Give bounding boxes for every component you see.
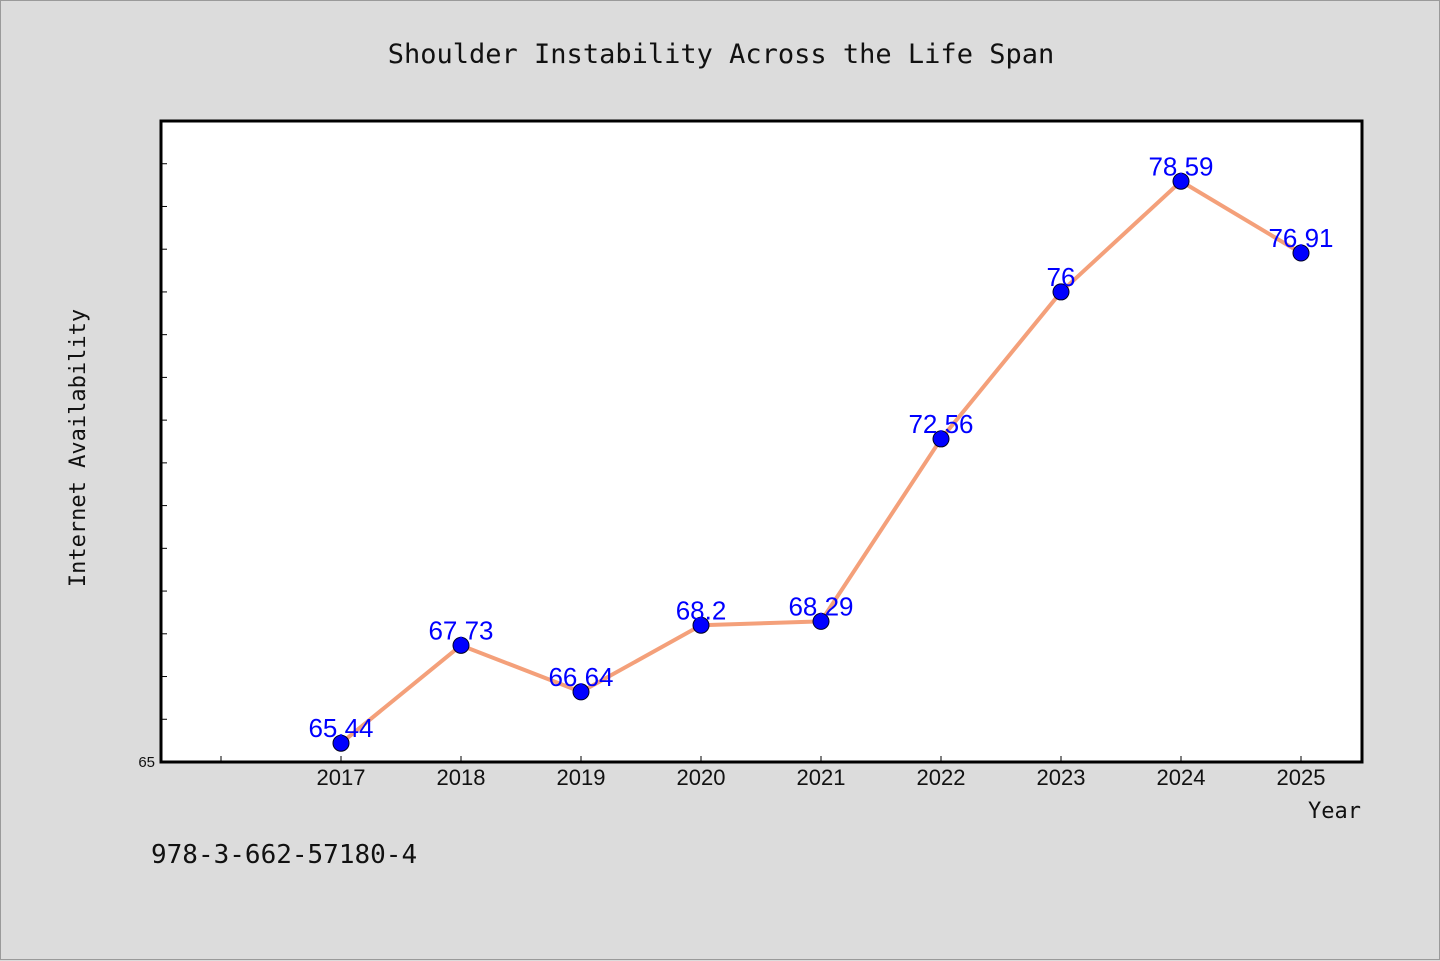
x-tick-label: 2023 [1037, 765, 1086, 790]
chart-title: Shoulder Instability Across the Life Spa… [388, 39, 1054, 70]
data-label: 72.56 [908, 409, 973, 439]
data-label: 68.2 [676, 595, 727, 625]
series-line-group: 65.44 67.73 66.64 68.2 68.29 72.56 76 78.59 76.9… [308, 151, 1334, 752]
x-tick-label: 2020 [677, 765, 726, 790]
data-point [692, 616, 710, 634]
x-tick-label: 2019 [557, 765, 606, 790]
data-point [812, 612, 830, 630]
x-tick-label: 2025 [1277, 765, 1326, 790]
data-label: 76.91 [1268, 223, 1333, 253]
data-point [332, 734, 350, 752]
x-tick-label: 2022 [917, 765, 966, 790]
data-label: 78.59 [1148, 151, 1213, 181]
x-axis-label: Year [1308, 799, 1361, 824]
x-axis-ticks: 2017 2018 2019 2020 2021 2022 2023 2024 2025 [220, 756, 1326, 790]
data-point [572, 683, 590, 701]
data-label: 67.73 [428, 615, 493, 645]
data-point [1292, 244, 1310, 262]
footnote: 978-3-662-57180-4 [151, 840, 417, 870]
data-label: 65.44 [308, 713, 373, 743]
data-point [1172, 172, 1190, 190]
y-axis-label: Internet Availability [66, 309, 91, 587]
x-tick-label: 2017 [317, 765, 366, 790]
data-point [452, 636, 470, 654]
data-label: 68.29 [788, 591, 853, 621]
y-tick-label: 65 [138, 754, 155, 771]
x-tick-label: 2024 [1157, 765, 1206, 790]
y-axis-ticks: 65 [138, 163, 167, 771]
data-label: 66.64 [548, 662, 613, 692]
data-label: 76 [1047, 262, 1076, 292]
x-tick-label: 2018 [437, 765, 486, 790]
x-tick-label: 2021 [797, 765, 846, 790]
data-point [932, 430, 950, 448]
data-point [1052, 283, 1070, 301]
plot-area [159, 119, 1364, 764]
